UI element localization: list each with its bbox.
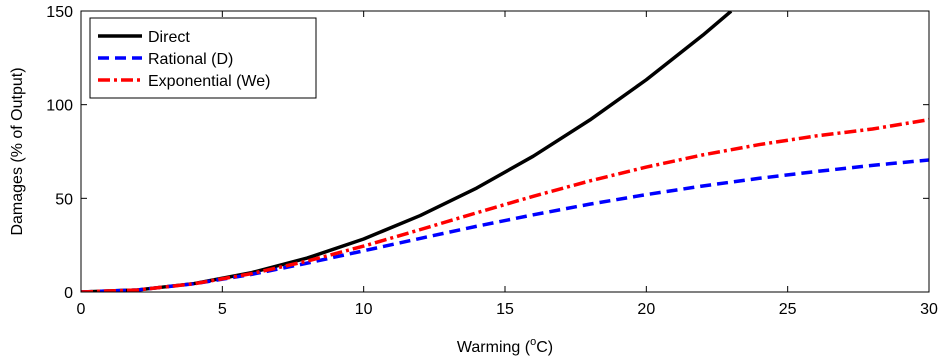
- x-tick-label: 15: [496, 301, 514, 318]
- x-tick-label: 5: [218, 301, 227, 318]
- series-line-3: [81, 117, 929, 292]
- legend: Direct Rational (D) Exponential (We): [89, 17, 317, 99]
- x-tick-label: 25: [779, 301, 797, 318]
- legend-box: [89, 17, 317, 99]
- x-axis-label: Warming (oC): [457, 336, 553, 356]
- series-line-1: [81, 11, 733, 292]
- x-tick-label: 10: [355, 301, 373, 318]
- x-tick-label: 20: [637, 301, 655, 318]
- axis-ticks: 0 5 10 15 20 25 30 0 50 100 150: [46, 4, 938, 318]
- y-tick-label: 100: [46, 98, 73, 115]
- x-tick-label: 30: [920, 301, 938, 318]
- x-tick-label: 0: [77, 301, 86, 318]
- y-tick-label: 50: [55, 191, 73, 208]
- y-tick-label: 150: [46, 4, 73, 21]
- plot-lines: [81, 11, 929, 292]
- legend-label-3: Exponential (We): [148, 73, 270, 90]
- y-tick-label: 0: [64, 285, 73, 302]
- legend-label-1: Direct: [148, 29, 190, 46]
- legend-label-2: Rational (D): [148, 51, 233, 68]
- series-line-2: [81, 158, 929, 292]
- y-axis-label: Damages (% of Output): [9, 67, 26, 235]
